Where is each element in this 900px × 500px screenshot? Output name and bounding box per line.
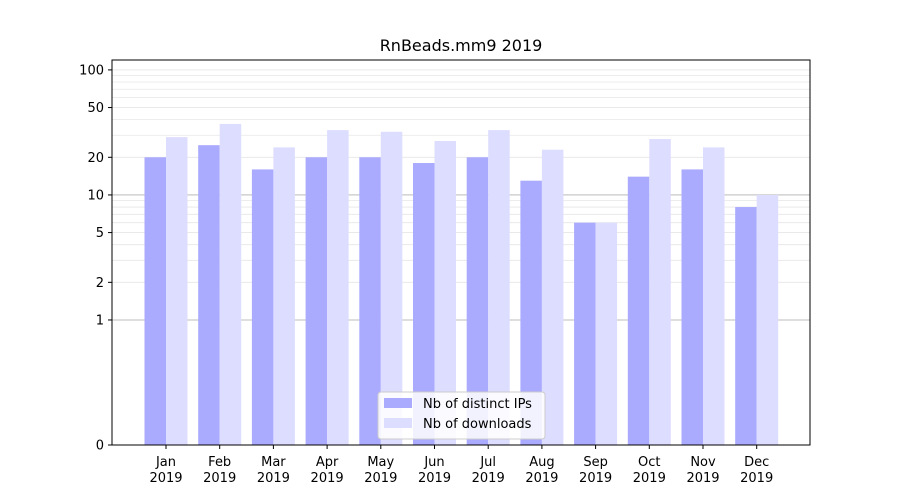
legend-box	[377, 391, 546, 440]
x-tick-label: Dec 2019	[740, 455, 773, 486]
bar-ips	[627, 176, 650, 445]
bar-downloads	[756, 194, 779, 445]
bar-downloads	[541, 149, 564, 445]
y-tick-label: 5	[96, 226, 104, 241]
x-tick-label: Apr 2019	[311, 455, 344, 486]
bar-ips	[359, 157, 381, 446]
bar-downloads	[219, 123, 242, 445]
bar-downloads	[166, 137, 188, 445]
x-tick-label: Mar 2019	[257, 455, 290, 486]
bar-ips	[144, 157, 166, 446]
y-tick-label: 2	[96, 276, 104, 291]
chart-title: RnBeads.mm9 2019	[380, 36, 543, 55]
y-tick-label: 0	[96, 439, 104, 454]
bar-downloads	[488, 130, 510, 445]
bar-ips	[466, 157, 489, 446]
legend: Nb of distinct IPs Nb of downloads	[377, 391, 546, 440]
x-tick-label: Sep 2019	[579, 455, 612, 486]
bar-ips	[305, 157, 328, 446]
x-tick-label: Nov 2019	[686, 455, 719, 486]
legend-swatch	[384, 418, 412, 428]
legend-label: Nb of downloads	[423, 417, 532, 432]
x-tick-label: Jun 2019	[418, 455, 451, 486]
bar-ips	[413, 163, 435, 445]
x-tick-label: Jul 2019	[472, 455, 505, 486]
y-axis: 0 1 2 5 10 20 50 100	[79, 63, 112, 454]
bar-downloads	[434, 141, 456, 445]
bar-ips	[198, 145, 220, 445]
bar-ips	[681, 169, 703, 445]
bar-downloads	[595, 222, 618, 445]
y-tick-label: 10	[87, 188, 104, 203]
bar-downloads	[703, 147, 725, 445]
x-tick-label: Jan 2019	[149, 455, 182, 486]
bar-ips	[735, 207, 757, 445]
bar-downloads	[327, 130, 349, 445]
bar-downloads	[273, 147, 295, 445]
y-tick-label: 50	[87, 101, 104, 116]
y-tick-label: 100	[79, 63, 104, 78]
x-axis: Jan 2019 Feb 2019 Mar 2019 Apr 2019 May 2019 Jun 20…	[149, 445, 773, 486]
plot-frame	[111, 59, 811, 446]
bar-downloads	[380, 131, 403, 445]
bar-ips	[520, 180, 542, 445]
legend-swatch	[384, 398, 412, 408]
x-tick-label: Feb 2019	[203, 455, 236, 486]
bars	[144, 123, 779, 446]
bar-downloads	[649, 139, 671, 445]
x-tick-label: May 2019	[364, 455, 397, 486]
y-tick-label: 20	[87, 151, 104, 166]
x-tick-label: Aug 2019	[525, 455, 558, 486]
bar-ips	[251, 169, 274, 445]
legend-label: Nb of distinct IPs	[423, 397, 532, 412]
y-tick-label: 1	[96, 313, 104, 328]
bar-ips	[574, 222, 596, 445]
x-tick-label: Oct 2019	[633, 455, 666, 486]
